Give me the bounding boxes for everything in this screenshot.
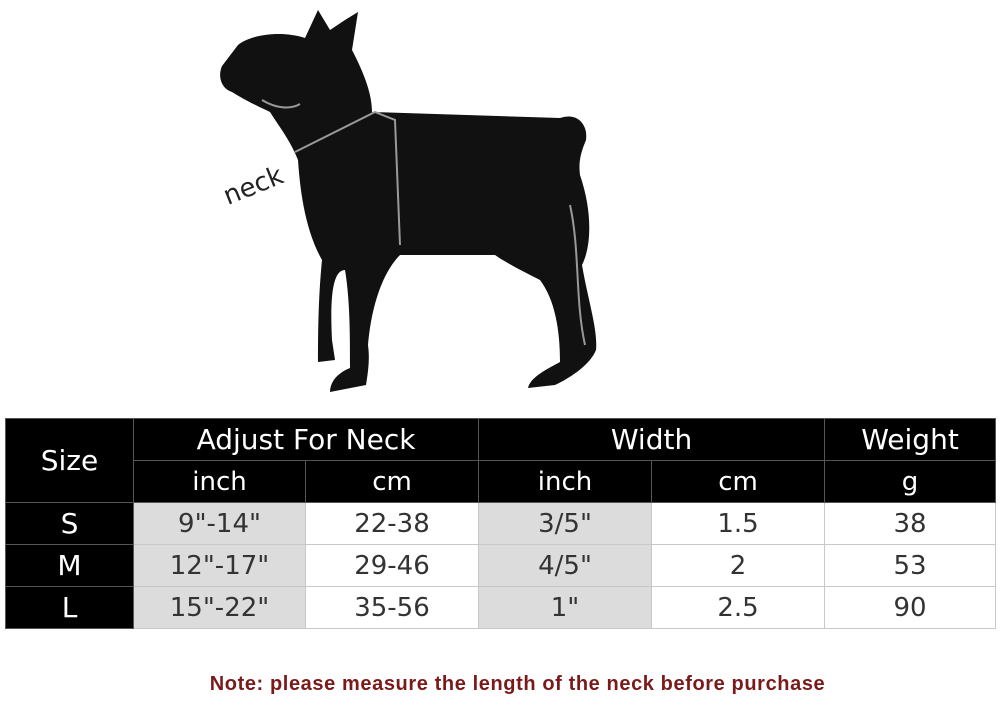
weight-cell: 90 — [824, 586, 997, 629]
neck-cm-cell: 35-56 — [304, 586, 480, 629]
neck-inch-cell: 9"-14" — [133, 502, 306, 545]
width-inch-cell: 3/5" — [478, 502, 653, 545]
unit-weight: g — [824, 460, 997, 503]
leg-outline — [569, 204, 586, 346]
neck-cm-cell: 22-38 — [304, 502, 480, 545]
size-cell: M — [5, 544, 134, 587]
header-width: Width — [478, 418, 826, 461]
size-cell: S — [5, 502, 134, 545]
header-weight: Weight — [824, 418, 997, 461]
weight-cell: 38 — [824, 502, 997, 545]
unit-neck-cm: cm — [304, 460, 480, 503]
neck-cm-cell: 29-46 — [304, 544, 480, 587]
neck-inch-cell: 12"-17" — [133, 544, 306, 587]
harness-outline — [294, 110, 401, 246]
unit-width-cm: cm — [651, 460, 826, 503]
size-cell: L — [5, 586, 134, 629]
dog-harness-illustration: neck — [219, 10, 597, 392]
width-cm-cell: 1.5 — [651, 502, 826, 545]
width-cm-cell: 2 — [651, 544, 826, 587]
measurement-note: Note: please measure the length of the n… — [209, 673, 826, 695]
table-row: M 12"-17" 29-46 4/5" 2 53 — [5, 544, 997, 587]
table-row: S 9"-14" 22-38 3/5" 1.5 38 — [5, 502, 997, 545]
size-table: Size Adjust For Neck Width Weight inch c… — [5, 418, 997, 629]
neck-inch-cell: 15"-22" — [133, 586, 306, 629]
collar-line — [261, 99, 301, 109]
table-row: L 15"-22" 35-56 1" 2.5 90 — [5, 586, 997, 629]
header-neck: Adjust For Neck — [132, 418, 480, 461]
header-size: Size — [5, 418, 134, 503]
width-cm-cell: 2.5 — [651, 586, 826, 629]
weight-cell: 53 — [824, 544, 997, 587]
neck-label: neck — [219, 161, 288, 212]
width-inch-cell: 1" — [478, 586, 653, 629]
unit-width-inch: inch — [478, 460, 653, 503]
unit-neck-inch: inch — [133, 460, 306, 503]
dog-silhouette-icon — [220, 10, 597, 392]
width-inch-cell: 4/5" — [478, 544, 653, 587]
